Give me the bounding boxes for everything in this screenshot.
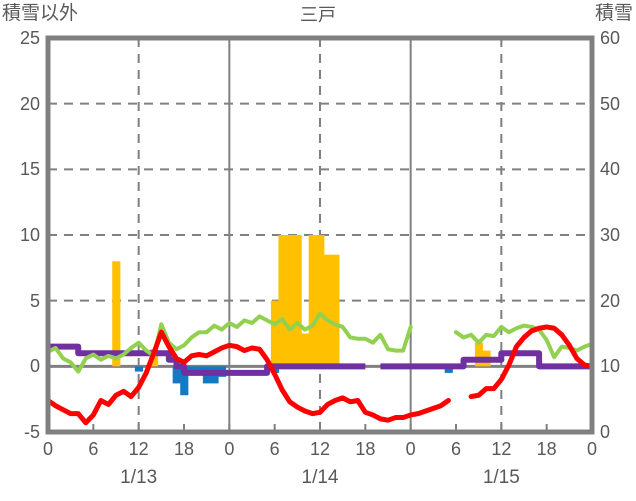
precipitation-bar xyxy=(301,333,310,367)
precipitation-bar xyxy=(278,235,287,367)
negative-bar xyxy=(195,366,204,373)
y-tick-left-20: 20 xyxy=(19,93,40,114)
x-tick-42: 18 xyxy=(355,439,376,459)
x-tick-66: 18 xyxy=(536,439,557,459)
precipitation-bar xyxy=(270,300,280,367)
precipitation-bar xyxy=(112,261,121,367)
day-label-2: 1/14 xyxy=(301,467,339,488)
y-tick-left-15: 15 xyxy=(19,159,40,180)
x-tick-60: 12 xyxy=(491,439,512,459)
precipitation-bar xyxy=(316,235,325,367)
y-tick-right-60: 60 xyxy=(600,28,621,48)
negative-bar xyxy=(172,366,181,384)
precipitation-bar xyxy=(323,254,332,367)
y-tick-left-10: 10 xyxy=(19,225,40,245)
x-tick-12: 12 xyxy=(128,439,149,459)
red-temperature-line xyxy=(45,329,451,426)
precipitation-bar xyxy=(474,342,484,367)
x-tick-6: 6 xyxy=(88,439,99,459)
x-tick-24: 0 xyxy=(224,439,235,459)
left-axis-caption: 積雪以外 xyxy=(2,3,79,24)
right-axis-caption: 積雪 xyxy=(594,3,633,24)
negative-bar xyxy=(180,366,189,396)
purple-snow-depth-line xyxy=(380,350,592,370)
x-tick-0: 0 xyxy=(42,439,53,459)
x-tick-36: 12 xyxy=(309,439,331,459)
y-tick-right-10: 10 xyxy=(600,356,621,377)
precipitation-bar xyxy=(286,235,295,367)
x-tick-18: 18 xyxy=(173,439,195,459)
purple-snow-depth-line xyxy=(48,343,366,376)
x-tick-72: 0 xyxy=(586,439,597,459)
precipitation-bar xyxy=(331,254,340,367)
y-tick-right-0: 0 xyxy=(600,422,611,442)
negative-bar xyxy=(187,366,196,373)
y-tick-right-30: 30 xyxy=(600,225,621,245)
y-tick-left--5: -5 xyxy=(23,422,40,442)
y-tick-right-20: 20 xyxy=(600,290,621,311)
green-line-series xyxy=(46,311,413,374)
y-tick-right-50: 50 xyxy=(600,93,621,114)
precipitation-bar xyxy=(293,235,302,367)
day-label-3: 1/15 xyxy=(482,467,520,488)
negative-bar xyxy=(134,366,144,372)
plot-frame xyxy=(45,35,595,435)
x-tick-54: 6 xyxy=(450,439,461,459)
chart-title: 三戸 xyxy=(300,5,336,25)
x-tick-48: 0 xyxy=(405,439,416,459)
y-tick-left-25: 25 xyxy=(19,28,40,48)
negative-bar xyxy=(444,366,453,373)
x-tick-30: 6 xyxy=(269,439,280,459)
y-tick-left-0: 0 xyxy=(29,356,40,377)
day-label-1: 1/13 xyxy=(120,467,158,488)
y-tick-left-5: 5 xyxy=(29,290,40,311)
red-temperature-line xyxy=(468,324,595,400)
precipitation-bar xyxy=(308,235,317,367)
y-tick-right-40: 40 xyxy=(600,159,621,180)
